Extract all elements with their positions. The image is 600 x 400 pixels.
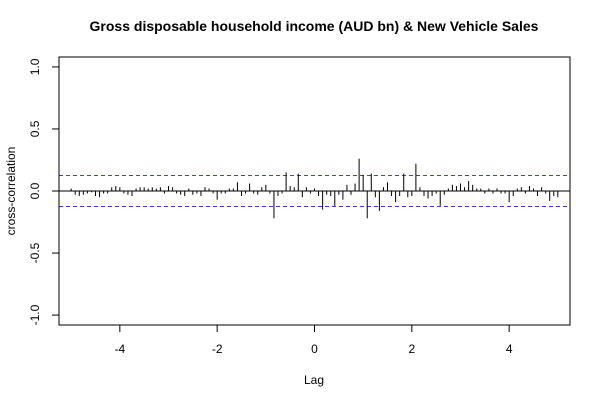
y-tick-label: 0.0: [28, 182, 42, 199]
x-tick-label: 4: [506, 342, 513, 356]
y-tick-label: -0.5: [28, 242, 42, 263]
y-tick-label: 1.0: [28, 58, 42, 75]
x-tick-label: -2: [212, 342, 223, 356]
ccf-bars: [70, 158, 559, 219]
x-axis-label: Lag: [304, 373, 324, 387]
x-tick-label: -4: [114, 342, 125, 356]
confidence-lines: [59, 174, 570, 208]
y-tick-label: 0.5: [28, 120, 42, 137]
x-tick-label: 0: [311, 342, 318, 356]
chart-title: Gross disposable household income (AUD b…: [90, 18, 539, 34]
y-axis: -1.0 -0.5 0.0 0.5 1.0: [28, 58, 60, 325]
x-axis: -4 -2 0 2 4: [114, 324, 513, 356]
y-axis-label: cross-correlation: [4, 147, 18, 236]
x-tick-label: 2: [408, 342, 415, 356]
y-tick-label: -1.0: [28, 304, 42, 325]
